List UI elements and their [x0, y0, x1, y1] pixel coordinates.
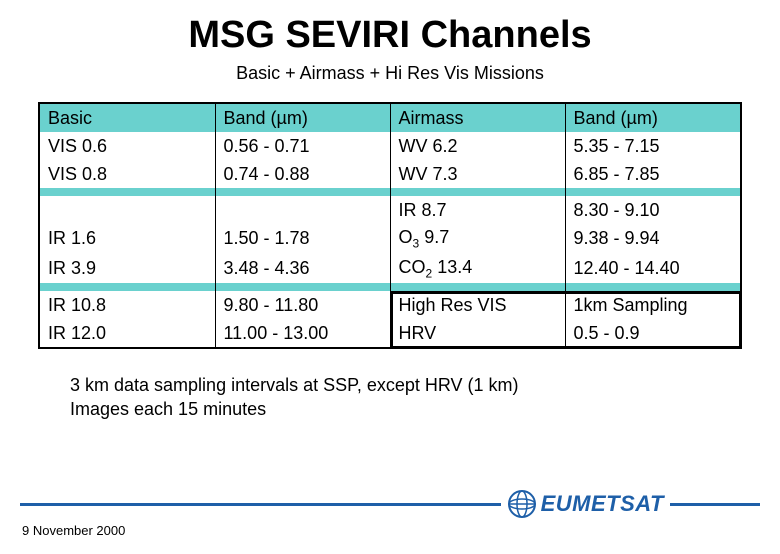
- cell: IR 8.7: [390, 196, 565, 224]
- col-header-airmass: Airmass: [390, 104, 565, 132]
- cell: HRV: [390, 319, 565, 347]
- footer-rule-left: [20, 503, 501, 506]
- caption-line: Images each 15 minutes: [70, 397, 710, 421]
- table-row: IR 1.6 1.50 - 1.78 O3 9.7 9.38 - 9.94: [40, 224, 740, 254]
- cell: 11.00 - 13.00: [215, 319, 390, 347]
- logo-text: EUMETSAT: [541, 491, 664, 517]
- cell: 0.5 - 0.9: [565, 319, 740, 347]
- table-separator: [40, 283, 740, 291]
- page-subtitle: Basic + Airmass + Hi Res Vis Missions: [0, 63, 780, 84]
- cell: 1km Sampling: [565, 291, 740, 319]
- caption: 3 km data sampling intervals at SSP, exc…: [70, 373, 710, 422]
- table-row: IR 3.9 3.48 - 4.36 CO2 13.4 12.40 - 14.4…: [40, 254, 740, 284]
- cell: 9.80 - 11.80: [215, 291, 390, 319]
- col-header-basic: Basic: [40, 104, 215, 132]
- cell: 0.74 - 0.88: [215, 160, 390, 188]
- cell: VIS 0.6: [40, 132, 215, 160]
- eumetsat-logo: EUMETSAT: [501, 489, 670, 519]
- table-row: IR 12.0 11.00 - 13.00 HRV 0.5 - 0.9: [40, 319, 740, 347]
- footer: EUMETSAT 9 November 2000: [0, 489, 780, 538]
- channels-table: Basic Band (µm) Airmass Band (µm) VIS 0.…: [38, 102, 742, 349]
- cell: WV 6.2: [390, 132, 565, 160]
- cell: IR 10.8: [40, 291, 215, 319]
- col-header-band-left: Band (µm): [215, 104, 390, 132]
- caption-line: 3 km data sampling intervals at SSP, exc…: [70, 373, 710, 397]
- footer-date: 9 November 2000: [22, 523, 760, 538]
- cell: WV 7.3: [390, 160, 565, 188]
- table-row: VIS 0.8 0.74 - 0.88 WV 7.3 6.85 - 7.85: [40, 160, 740, 188]
- cell: 1.50 - 1.78: [215, 224, 390, 254]
- table-row: IR 8.7 8.30 - 9.10: [40, 196, 740, 224]
- cell: High Res VIS: [390, 291, 565, 319]
- cell: [215, 196, 390, 224]
- cell: IR 1.6: [40, 224, 215, 254]
- cell: 6.85 - 7.85: [565, 160, 740, 188]
- cell: O3 9.7: [390, 224, 565, 254]
- page-title: MSG SEVIRI Channels: [0, 14, 780, 57]
- cell: 3.48 - 4.36: [215, 254, 390, 284]
- cell: 9.38 - 9.94: [565, 224, 740, 254]
- cell: 12.40 - 14.40: [565, 254, 740, 284]
- cell: CO2 13.4: [390, 254, 565, 284]
- table-row: IR 10.8 9.80 - 11.80 High Res VIS 1km Sa…: [40, 291, 740, 319]
- cell: IR 12.0: [40, 319, 215, 347]
- cell: 8.30 - 9.10: [565, 196, 740, 224]
- globe-icon: [507, 489, 537, 519]
- col-header-band-right: Band (µm): [565, 104, 740, 132]
- table-row: VIS 0.6 0.56 - 0.71 WV 6.2 5.35 - 7.15: [40, 132, 740, 160]
- cell: VIS 0.8: [40, 160, 215, 188]
- table-header-row: Basic Band (µm) Airmass Band (µm): [40, 104, 740, 132]
- cell: [40, 196, 215, 224]
- table-separator: [40, 188, 740, 196]
- footer-rule-right: [670, 503, 760, 506]
- cell: 0.56 - 0.71: [215, 132, 390, 160]
- cell: IR 3.9: [40, 254, 215, 284]
- cell: 5.35 - 7.15: [565, 132, 740, 160]
